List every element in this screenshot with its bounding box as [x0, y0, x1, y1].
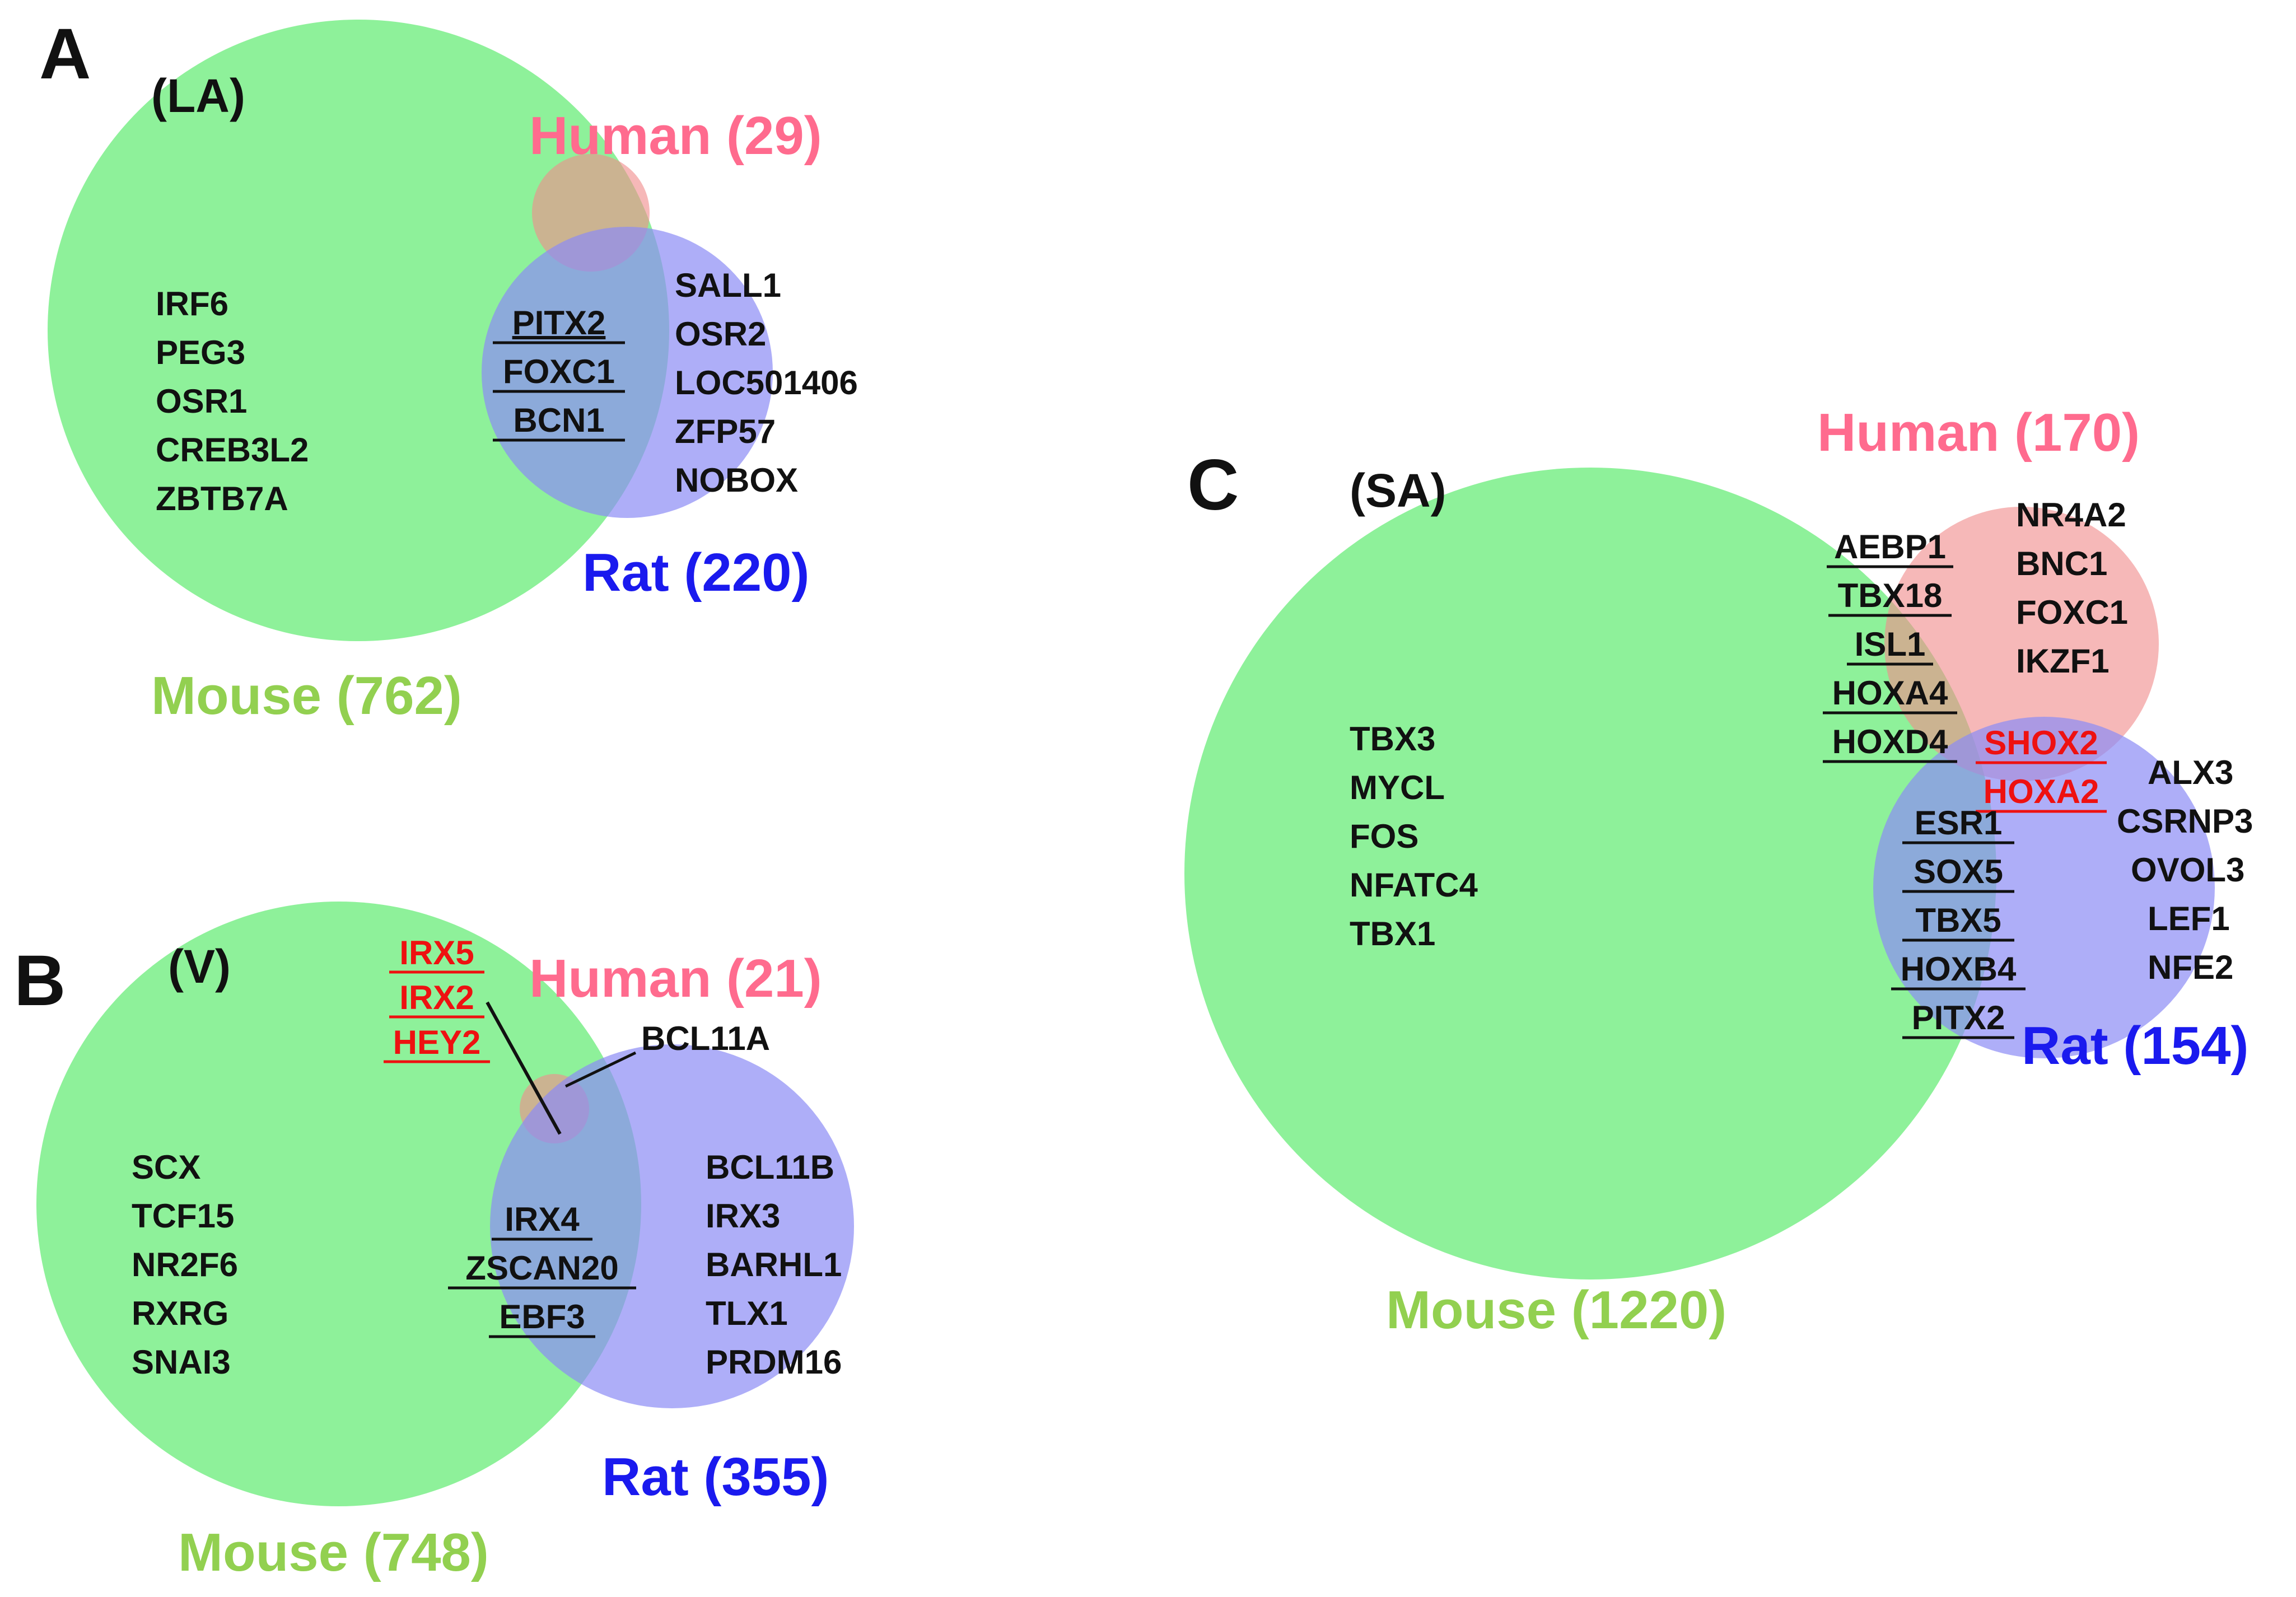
panel-a-mouse-rat-gene: BCN1 — [513, 401, 604, 439]
panel-a-rat-label: Rat (220) — [582, 543, 809, 603]
panel-c-rat-circle — [1873, 717, 2215, 1058]
panel-a-rat-circle — [482, 227, 773, 518]
panel-a-mouse-rat-gene: FOXC1 — [503, 353, 615, 390]
panel-b-mouse-gene: TCF15 — [132, 1197, 234, 1235]
panel-c-rat-gene: NFE2 — [2148, 949, 2233, 986]
panel-c-mouse-human-gene: HOXD4 — [1832, 723, 1948, 760]
panel-b-rat-circle — [490, 1044, 854, 1408]
panel-a: A (LA) Human (29) Rat (220) Mouse (762) … — [39, 14, 858, 726]
panel-b-mouse-circle — [36, 902, 641, 1506]
panel-c-mouse-rat-gene: HOXB4 — [1901, 950, 2017, 988]
panel-b-mouse-rat-gene: EBF3 — [499, 1298, 585, 1335]
panel-a-rat-gene: OSR2 — [675, 315, 766, 353]
panel-c-rat-gene: OVOL3 — [2131, 851, 2244, 889]
panel-c-mouse-label: Mouse (1220) — [1386, 1280, 1726, 1340]
panel-c-human-gene: NR4A2 — [2016, 496, 2126, 534]
panel-b-rat-gene: PRDM16 — [706, 1343, 842, 1381]
panel-c-mouse-gene: FOS — [1350, 818, 1418, 855]
panel-b-mouse-gene: RXRG — [132, 1295, 228, 1332]
panel-c-tag: (SA) — [1350, 464, 1446, 517]
panel-c-mouse-human-gene: HOXA4 — [1832, 674, 1948, 712]
panel-a-mouse-rat-gene: PITX2 — [512, 304, 606, 342]
panel-c: C (SA) Human (170) Rat (154) Mouse (1220… — [1184, 403, 2253, 1340]
panel-c-human-gene: FOXC1 — [2016, 594, 2128, 631]
panel-c-rat-label: Rat (154) — [2022, 1016, 2248, 1076]
panel-c-all-three-gene: HOXA2 — [1984, 773, 2099, 810]
panel-c-mouse-gene: TBX1 — [1350, 915, 1435, 952]
panel-b: B (V) Human (21) Rat (355) Mouse (748) I… — [14, 902, 854, 1582]
panel-b-pointer-line — [564, 1051, 637, 1088]
panel-b-all-three-gene: IRX5 — [399, 934, 474, 972]
panel-c-mouse-human-gene: AEBP1 — [1834, 528, 1946, 566]
panel-b-mouse-rat-gene: IRX4 — [505, 1201, 580, 1238]
panel-b-rat-gene: TLX1 — [706, 1295, 788, 1332]
panel-b-mouse-label: Mouse (748) — [178, 1523, 489, 1582]
panel-c-letter: C — [1187, 445, 1239, 525]
panel-b-rat-gene: BCL11B — [706, 1148, 834, 1186]
panel-a-mouse-label: Mouse (762) — [151, 666, 462, 726]
panel-c-mouse-gene: NFATC4 — [1350, 866, 1478, 904]
panel-b-rat-label: Rat (355) — [602, 1447, 829, 1507]
panel-b-human-rat-gene: BCL11A — [641, 1020, 770, 1057]
panel-c-mouse-human-gene: TBX18 — [1838, 577, 1943, 614]
panel-c-human-gene: BNC1 — [2016, 545, 2107, 582]
panel-c-mouse-rat-gene: TBX5 — [1915, 902, 2001, 939]
panel-c-mouse-gene: MYCL — [1350, 769, 1445, 806]
panel-b-human-label: Human (21) — [529, 949, 822, 1008]
panel-a-mouse-gene: IRF6 — [156, 285, 228, 323]
panel-b-tag: (V) — [168, 940, 231, 993]
panel-a-mouse-circle — [48, 20, 669, 641]
panel-b-all-three-gene: IRX2 — [399, 979, 474, 1016]
panel-c-human-gene: IKZF1 — [2016, 642, 2110, 680]
panel-b-rat-gene: IRX3 — [706, 1197, 780, 1235]
panel-c-all-three-gene: SHOX2 — [1984, 724, 2098, 762]
panel-b-mouse-rat-gene: ZSCAN20 — [465, 1249, 618, 1287]
panel-a-mouse-gene: CREB3L2 — [156, 431, 309, 469]
panel-a-mouse-gene: ZBTB7A — [156, 480, 288, 517]
panel-b-all-three-gene: HEY2 — [393, 1024, 481, 1061]
panel-a-tag: (LA) — [151, 69, 245, 122]
panel-c-mouse-rat-gene: PITX2 — [1912, 999, 2005, 1036]
panel-b-pointer-line — [486, 1001, 562, 1135]
panel-a-rat-gene: ZFP57 — [675, 413, 776, 450]
panel-c-mouse-rat-gene: ESR1 — [1915, 804, 2003, 842]
panel-a-rat-gene: NOBOX — [675, 461, 798, 499]
panel-a-letter: A — [39, 14, 91, 94]
panel-c-rat-gene: CSRNP3 — [2117, 802, 2253, 840]
panel-c-mouse-rat-gene: SOX5 — [1914, 853, 2003, 890]
panel-c-rat-gene: ALX3 — [2148, 754, 2233, 791]
panel-c-mouse-human-gene: ISL1 — [1855, 625, 1926, 663]
panel-a-human-label: Human (29) — [529, 106, 822, 166]
panel-c-human-label: Human (170) — [1817, 403, 2140, 463]
panel-a-rat-gene: SALL1 — [675, 267, 781, 304]
panel-a-mouse-gene: OSR1 — [156, 382, 247, 420]
panel-b-mouse-gene: SCX — [132, 1148, 200, 1186]
panel-c-mouse-gene: TBX3 — [1350, 720, 1435, 758]
panel-b-rat-gene: BARHL1 — [706, 1246, 842, 1283]
panel-a-mouse-gene: PEG3 — [156, 334, 245, 371]
panel-b-mouse-gene: SNAI3 — [132, 1343, 231, 1381]
panel-c-rat-gene: LEF1 — [2148, 900, 2230, 937]
panel-c-mouse-circle — [1184, 468, 1996, 1280]
panel-b-letter: B — [14, 941, 66, 1021]
panel-a-rat-gene: LOC501406 — [675, 364, 858, 401]
panel-b-mouse-gene: NR2F6 — [132, 1246, 238, 1283]
